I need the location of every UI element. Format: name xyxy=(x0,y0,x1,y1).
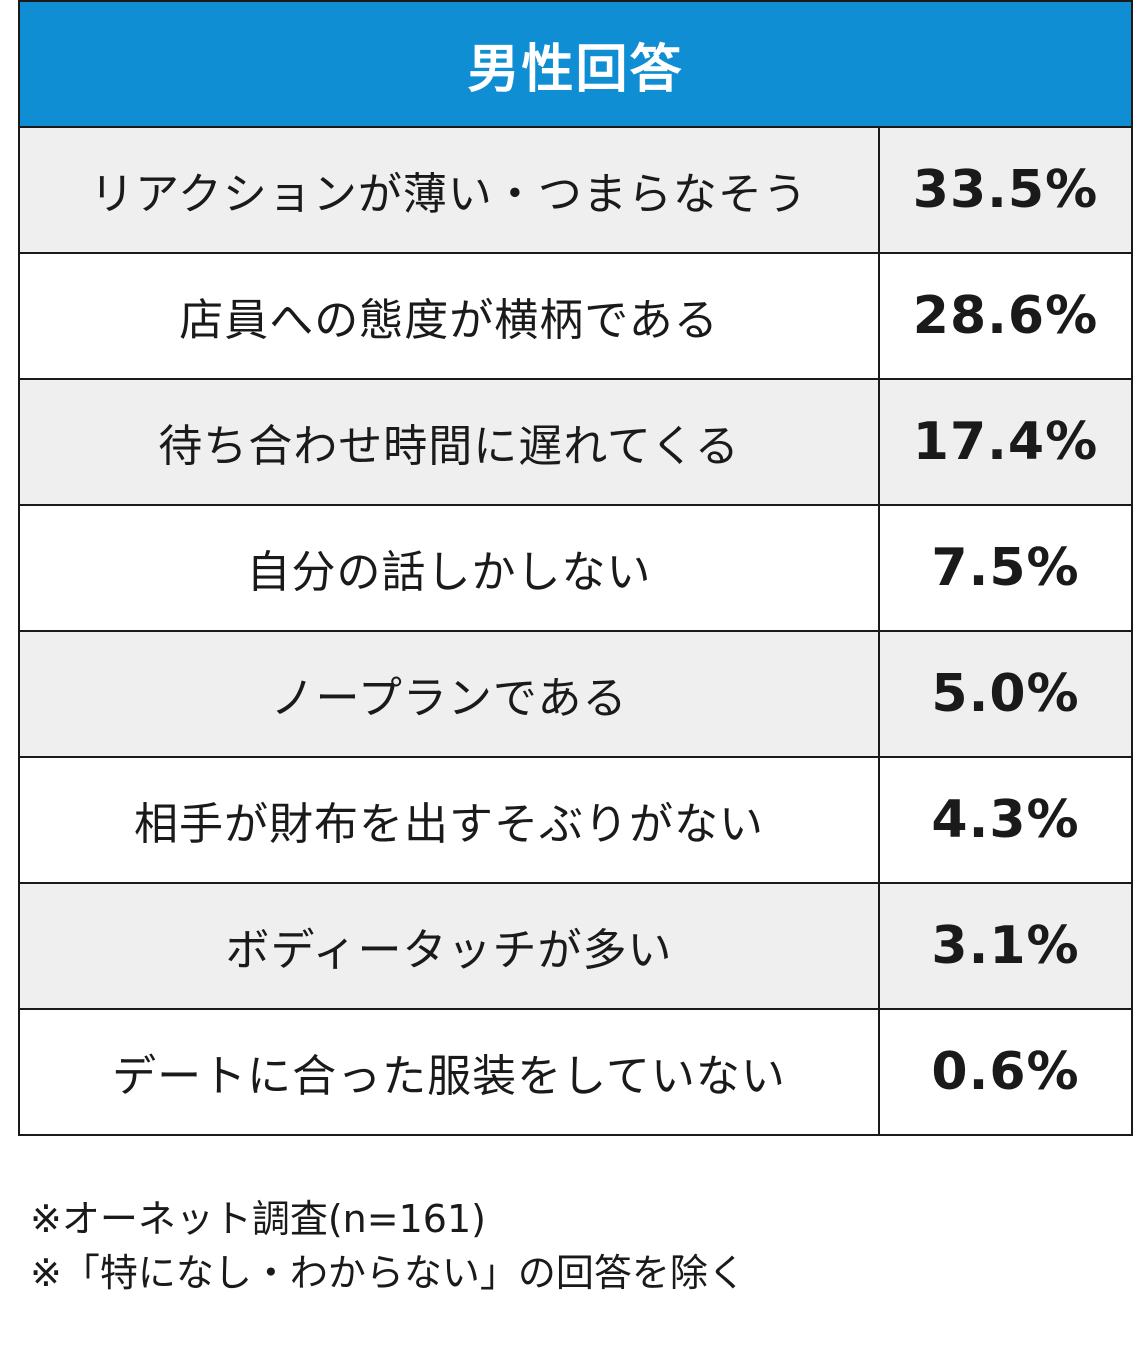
row-label: デートに合った服装をしていない xyxy=(20,1010,880,1134)
row-value: 5.0% xyxy=(931,664,1080,724)
row-value: 0.6% xyxy=(931,1042,1080,1102)
results-table: 男性回答 リアクションが薄い・つまらなそう 33.5% 店員への態度が横柄である 28… xyxy=(18,0,1133,1136)
table-title: 男性回答 xyxy=(467,39,684,100)
table-row: リアクションが薄い・つまらなそう 33.5% xyxy=(20,128,1131,254)
row-value: 3.1% xyxy=(931,916,1080,976)
footnote-exclusion: ※「特になし・わからない」の回答を除く xyxy=(30,1251,746,1295)
table-row: 待ち合わせ時間に遅れてくる 17.4% xyxy=(20,380,1131,506)
row-label: ボディータッチが多い xyxy=(20,884,880,1008)
row-label: 店員への態度が横柄である xyxy=(20,254,880,378)
table-row: ボディータッチが多い 3.1% xyxy=(20,884,1131,1010)
table-row: デートに合った服装をしていない 0.6% xyxy=(20,1010,1131,1134)
row-value: 17.4% xyxy=(912,412,1099,472)
row-value: 28.6% xyxy=(912,286,1099,346)
row-label: 相手が財布を出すそぶりがない xyxy=(20,758,880,882)
row-label: ノープランである xyxy=(20,632,880,756)
row-label: 自分の話しかしない xyxy=(20,506,880,630)
footnotes: ※オーネット調査(n=161) ※「特になし・わからない」の回答を除く xyxy=(30,1192,746,1300)
table-header: 男性回答 xyxy=(20,2,1131,128)
row-label: リアクションが薄い・つまらなそう xyxy=(20,128,880,252)
row-value: 33.5% xyxy=(912,160,1099,220)
row-label: 待ち合わせ時間に遅れてくる xyxy=(20,380,880,504)
row-value: 4.3% xyxy=(931,790,1080,850)
table-row: 店員への態度が横柄である 28.6% xyxy=(20,254,1131,380)
table-row: 相手が財布を出すそぶりがない 4.3% xyxy=(20,758,1131,884)
footnote-survey: ※オーネット調査(n=161) xyxy=(30,1197,486,1241)
row-value: 7.5% xyxy=(931,538,1080,598)
table-row: 自分の話しかしない 7.5% xyxy=(20,506,1131,632)
table-body: リアクションが薄い・つまらなそう 33.5% 店員への態度が横柄である 28.6% 待ち… xyxy=(20,128,1131,1134)
table-row: ノープランである 5.0% xyxy=(20,632,1131,758)
